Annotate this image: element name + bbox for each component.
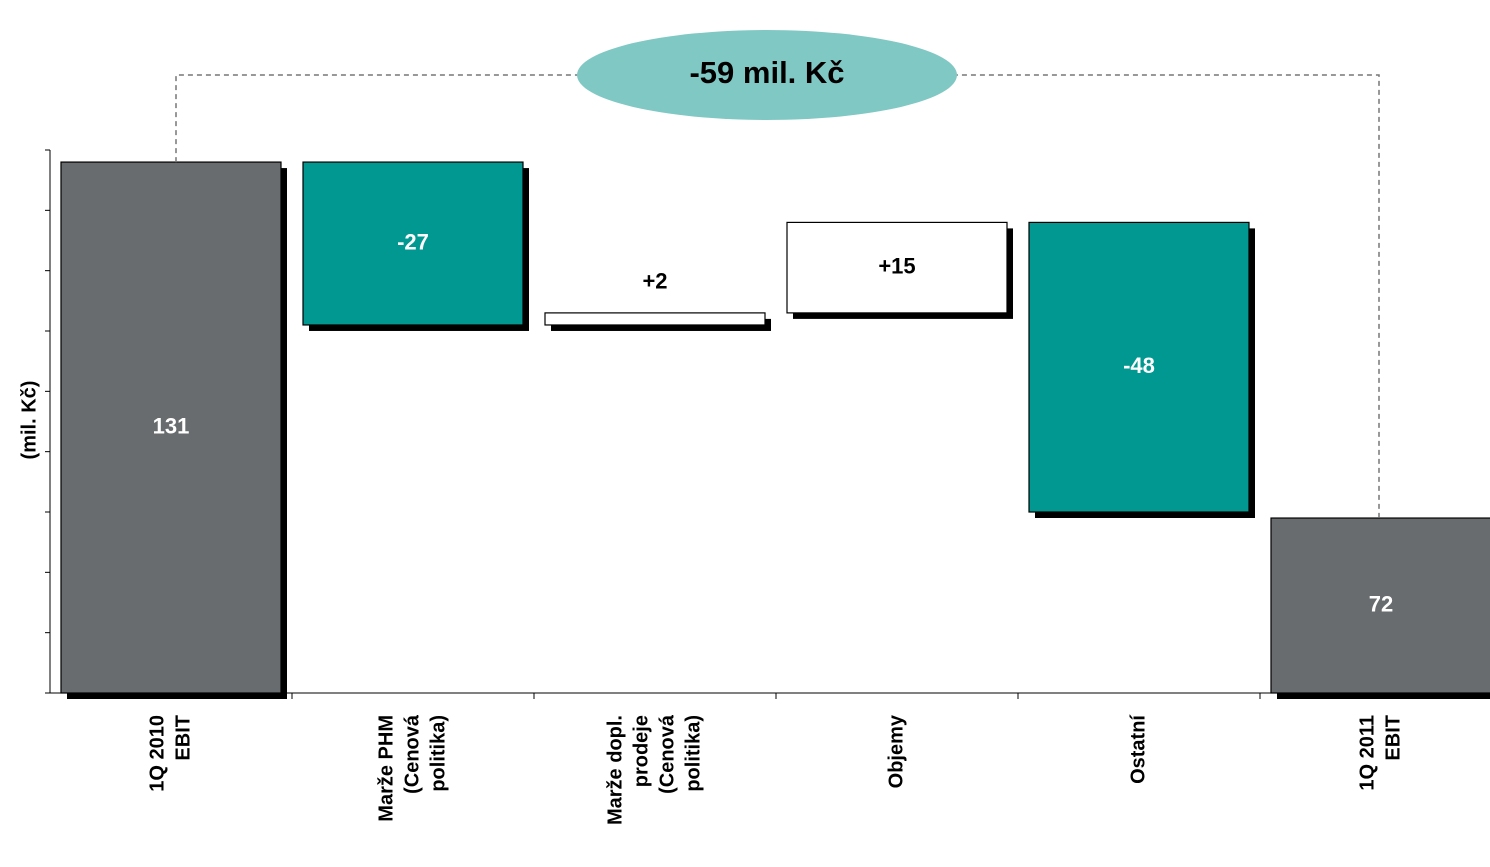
x-tick-label: Ostatní	[1127, 714, 1149, 784]
x-tick-label: EBIT	[172, 715, 194, 761]
value-label: 72	[1369, 591, 1393, 616]
bar	[786, 221, 1008, 314]
bar	[1270, 517, 1490, 694]
value-label: 131	[153, 413, 190, 438]
bar	[302, 161, 524, 326]
x-tick-label: politika)	[427, 715, 449, 792]
value-label: -48	[1123, 353, 1155, 378]
bar	[544, 312, 766, 326]
y-axis-label: (mil. Kč)	[18, 381, 40, 460]
annotation-ellipse	[577, 30, 957, 120]
value-label: +2	[642, 269, 667, 294]
value-label: -27	[397, 229, 429, 254]
bar	[1028, 221, 1250, 513]
x-tick-label: 1Q 2011	[1356, 715, 1378, 791]
x-tick-label: prodeje	[630, 715, 652, 787]
x-tick-label: (Cenová	[401, 714, 423, 794]
x-tick-label: Marže dopl.	[604, 715, 626, 825]
x-tick-label: politika)	[682, 715, 704, 792]
x-tick-label: Objemy	[885, 714, 907, 788]
x-tick-label: (Cenová	[656, 714, 678, 794]
x-tick-label: 1Q 2010	[146, 715, 168, 792]
value-label: +15	[878, 253, 915, 278]
annotation: -59 mil. Kč	[689, 55, 844, 90]
bar	[60, 161, 282, 694]
x-tick-label: Marže PHM	[375, 715, 397, 822]
x-tick-label: EBIT	[1382, 715, 1404, 761]
